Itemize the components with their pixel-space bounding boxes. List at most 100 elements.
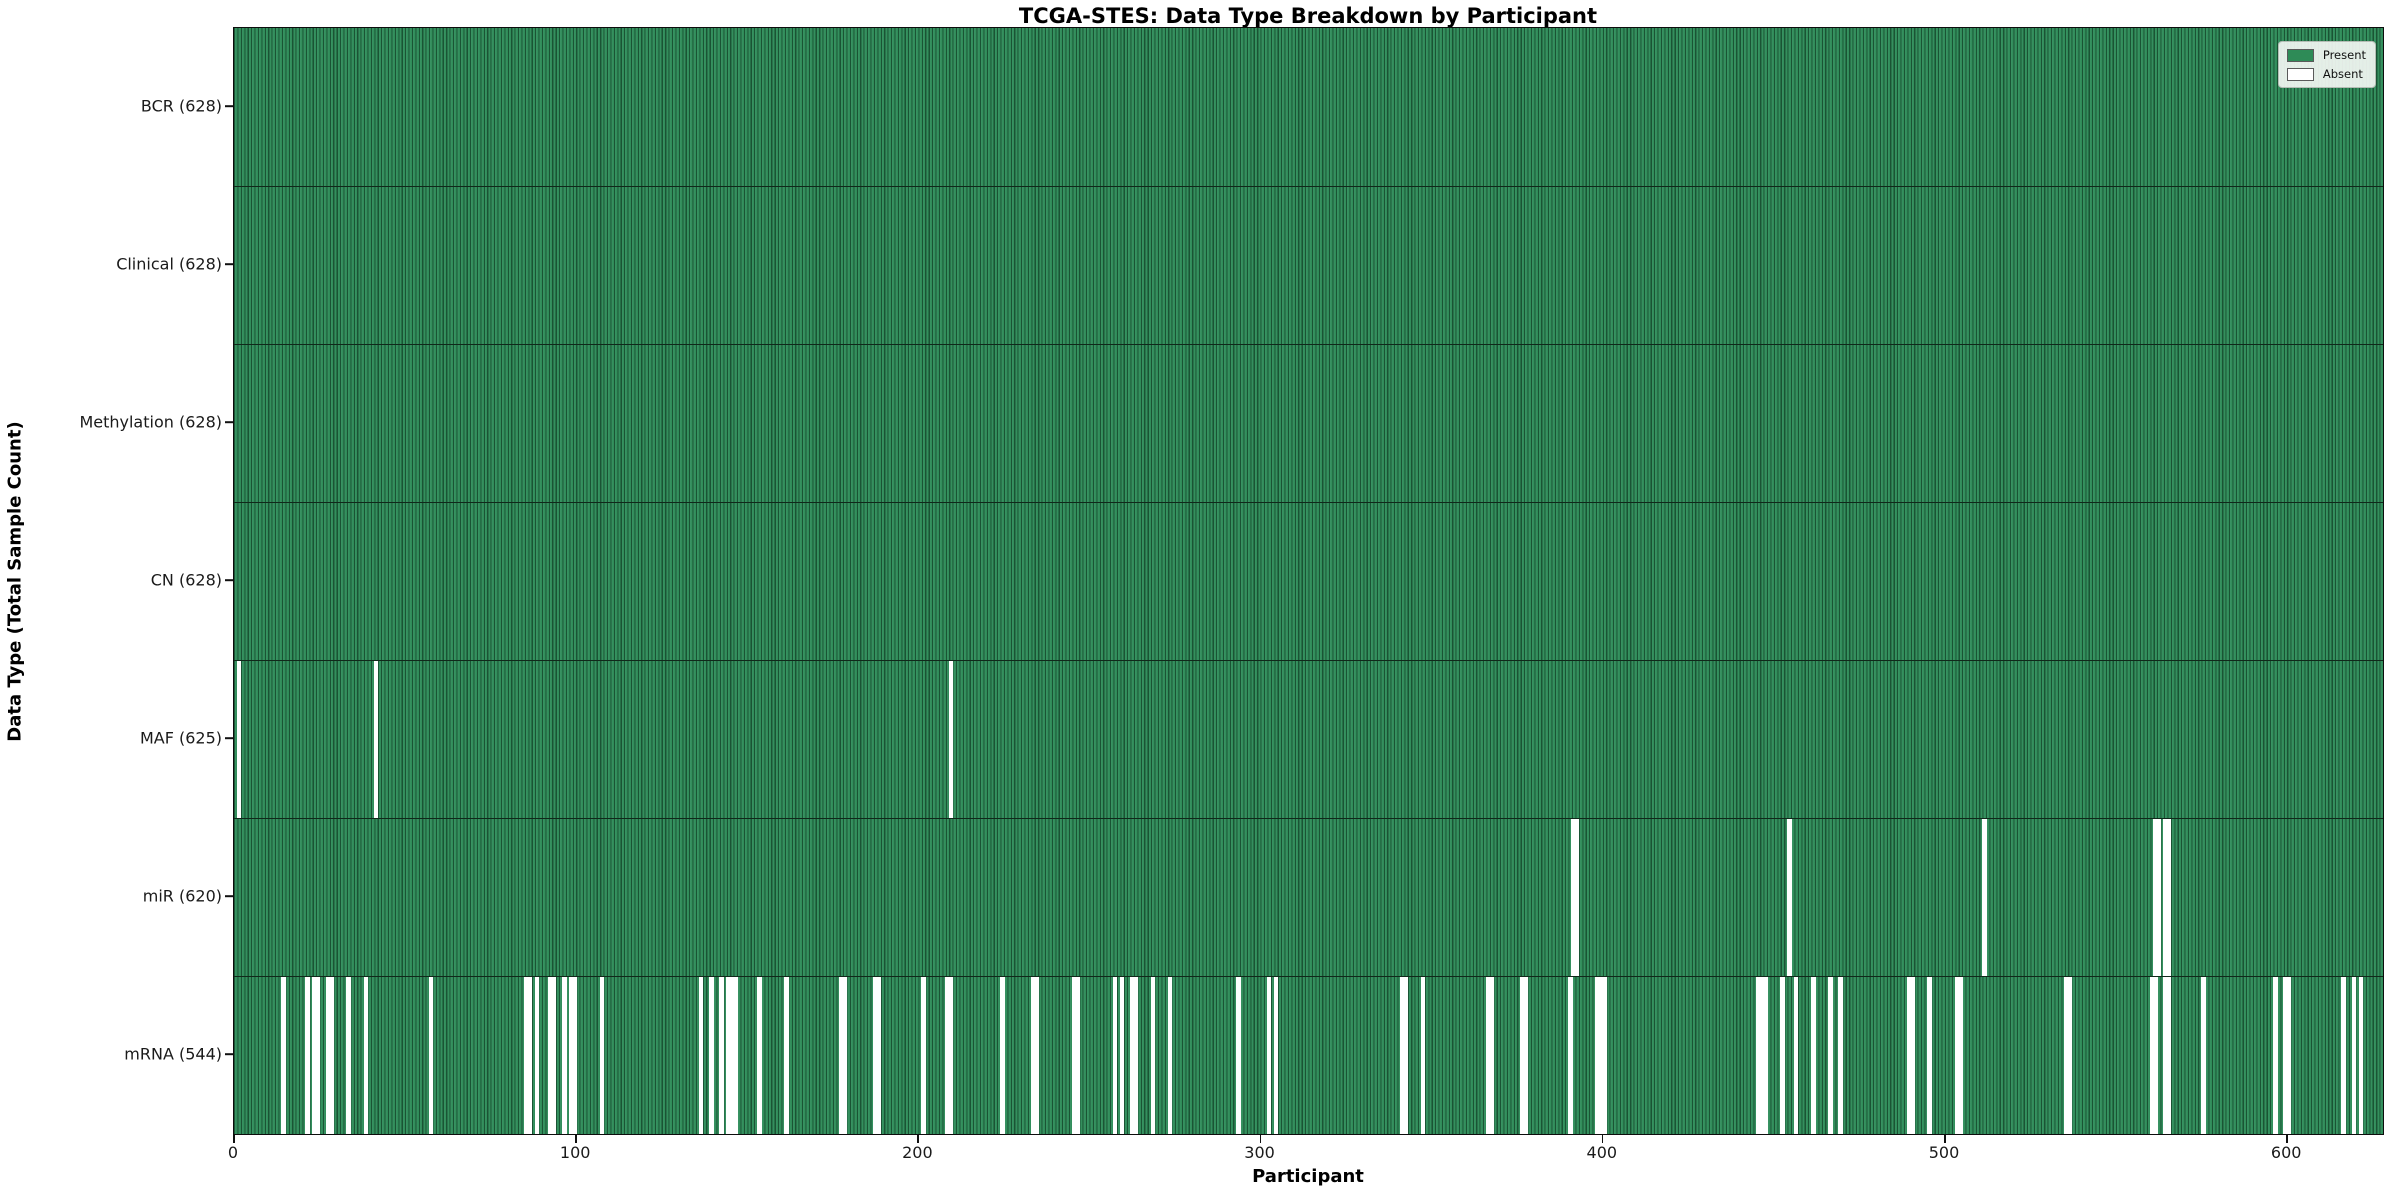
absent-gap [873,977,878,1134]
absent-gap [1838,977,1843,1134]
absent-gap [945,977,950,1134]
absent-gap [1756,977,1761,1134]
absent-gap [551,977,557,1134]
x-tick-mark [917,1134,919,1143]
absent-gap [2064,977,2069,1134]
absent-gap [599,977,605,1134]
absent-gap [1763,977,1768,1134]
absent-gap [1906,977,1912,1134]
legend-entry-present: Present [2286,48,2366,62]
absent-swatch [2286,67,2314,81]
absent-gap [1780,977,1785,1134]
absent-gap [315,977,321,1134]
absent-gap [2166,819,2172,976]
absent-gap [1071,977,1077,1134]
absent-gap [1034,977,1039,1134]
absent-gap [1400,977,1405,1134]
absent-gap [428,977,434,1134]
absent-gap [1759,977,1765,1134]
x-tick-label: 200 [902,1143,933,1162]
absent-gap [719,977,724,1134]
x-tick-label: 300 [1244,1143,1275,1162]
absent-gap [1910,977,1915,1134]
legend: Present Absent [2277,41,2376,88]
y-tick-mark [225,579,233,581]
absent-gap [1000,977,1005,1134]
absent-gap [1119,977,1125,1134]
absent-gap [733,977,738,1134]
row-band-bcr [234,28,2383,186]
absent-gap [1958,977,1963,1134]
absent-gap [839,977,844,1134]
absent-gap [2067,977,2073,1134]
absent-gap [2163,819,2168,976]
y-tick-mark [225,105,233,107]
absent-gap [1811,977,1816,1134]
absent-gap [2149,977,2155,1134]
absent-gap [729,977,735,1134]
absent-gap [1489,977,1494,1134]
x-tick-label: 0 [227,1143,239,1162]
absent-gap [2163,977,2168,1134]
absent-gap [1828,977,1833,1134]
row-band-mir [234,818,2383,976]
absent-gap [1520,977,1525,1134]
y-tick-label: miR (620) [142,886,222,906]
absent-gap [1787,819,1792,976]
absent-gap [1485,977,1491,1134]
absent-gap [534,977,540,1134]
absent-gap [1602,977,1607,1134]
absent-gap [2351,977,2357,1134]
absent-gap [1595,977,1600,1134]
absent-gap [2156,819,2162,976]
absent-gap [2166,977,2172,1134]
x-axis-label: Participant [1252,1166,1364,1187]
row-band-cn [234,502,2383,660]
absent-gap [2286,977,2292,1134]
absent-gap [1954,977,1960,1134]
absent-gap [1793,977,1799,1134]
absent-gap [1266,977,1272,1134]
absent-gap [325,977,331,1134]
absent-gap [1598,977,1604,1134]
x-tick-label: 500 [1928,1143,1960,1162]
x-tick-label: 600 [2270,1143,2302,1162]
absent-gap [363,977,369,1134]
absent-gap [2341,977,2346,1134]
y-tick-label: CN (628) [150,570,222,590]
legend-label-absent: Absent [2322,67,2363,81]
absent-gap [1403,977,1409,1134]
absent-gap [757,977,762,1134]
absent-gap [1236,977,1241,1134]
absent-gap [548,977,553,1134]
absent-gap [329,977,334,1134]
plot-area: Present Absent [233,27,2384,1135]
row-band-maf [234,660,2383,818]
absent-gap [709,977,714,1134]
absent-gap [698,977,704,1134]
y-tick-mark [225,737,233,739]
absent-gap [876,977,882,1134]
x-tick-mark [1601,1134,1604,1143]
absent-gap [2272,977,2278,1134]
y-tick-mark [225,263,233,265]
legend-label-present: Present [2322,48,2366,62]
x-tick-mark [1259,1134,1262,1143]
absent-gap [948,977,954,1134]
absent-gap [2358,977,2364,1134]
absent-gap [784,977,789,1134]
absent-gap [236,661,242,818]
legend-entry-absent: Absent [2286,67,2366,81]
absent-gap [524,977,529,1134]
chart-title: TCGA-STES: Data Type Breakdown by Partic… [1018,4,1598,28]
absent-gap [373,661,379,818]
row-band-clinical [234,186,2383,344]
y-tick-mark [225,895,233,897]
absent-gap [2283,977,2288,1134]
x-tick-label: 100 [559,1143,591,1162]
absent-gap [726,977,731,1134]
absent-gap [1420,977,1426,1134]
absent-gap [1927,977,1932,1134]
y-tick-label: BCR (628) [140,96,222,116]
absent-gap [921,977,926,1134]
